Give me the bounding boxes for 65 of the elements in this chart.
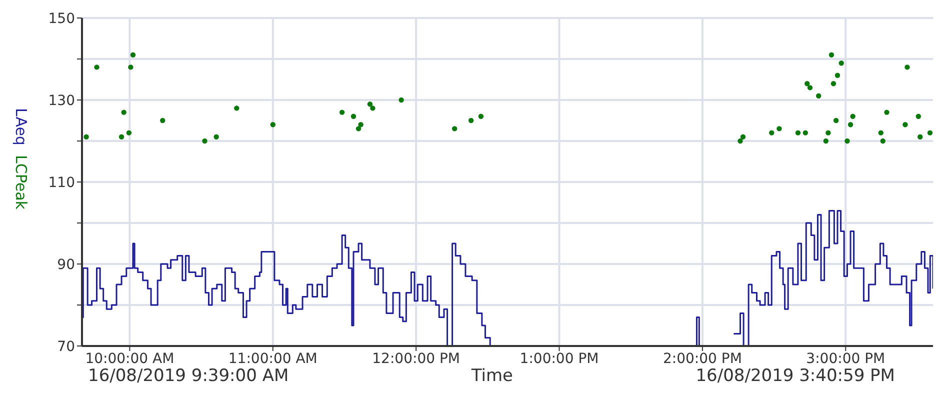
point <box>834 72 840 78</box>
point <box>130 52 136 58</box>
point <box>850 114 856 119</box>
point <box>880 138 886 144</box>
point <box>118 134 124 140</box>
point <box>826 130 831 136</box>
point <box>234 106 240 111</box>
point <box>214 134 219 140</box>
x-axis-title: Time <box>471 366 513 386</box>
point <box>126 130 132 136</box>
text: LCPeak <box>12 155 30 210</box>
y-tick-label: 130 <box>48 92 75 109</box>
point <box>358 122 364 128</box>
x-tick-label: 1:00:00 PM <box>520 350 599 367</box>
point <box>398 97 404 103</box>
point <box>804 81 810 86</box>
point <box>848 122 854 128</box>
x-tick-label: 11:00:00 AM <box>228 350 318 367</box>
point <box>738 138 743 144</box>
y-tick-label: 70 <box>57 338 75 355</box>
point <box>918 134 923 140</box>
point <box>121 110 126 115</box>
point <box>878 130 884 136</box>
point <box>84 134 89 140</box>
point <box>802 130 808 136</box>
point <box>202 138 208 144</box>
point <box>370 106 376 111</box>
point <box>468 118 474 124</box>
point <box>270 122 276 128</box>
point <box>927 130 933 136</box>
point <box>902 122 908 128</box>
point <box>833 118 839 124</box>
point <box>339 110 345 115</box>
point <box>838 60 844 66</box>
point <box>904 64 910 70</box>
point <box>356 126 362 132</box>
point <box>769 130 774 136</box>
point <box>844 138 850 144</box>
point <box>884 110 890 115</box>
y-tick-label: 150 <box>48 10 75 27</box>
text: LAeq <box>12 108 30 146</box>
x-tick-label: 3:00:00 PM <box>806 350 886 367</box>
point <box>452 126 458 132</box>
x-tick-label: 12:00:00 PM <box>372 350 460 367</box>
point <box>807 85 813 90</box>
text: 16/08/2019 3:40:59 PM <box>696 366 895 386</box>
point <box>367 102 373 107</box>
point <box>795 130 801 136</box>
x-tick-label: 2:00:00 PM <box>662 350 742 367</box>
point <box>830 81 836 86</box>
point <box>776 126 782 132</box>
point <box>828 52 834 58</box>
point <box>478 114 484 119</box>
point <box>128 64 134 70</box>
point <box>350 114 356 119</box>
x-tick-label: 10:00:00 AM <box>85 350 174 367</box>
point <box>816 93 822 98</box>
point <box>823 138 828 144</box>
point <box>740 134 746 140</box>
point <box>94 64 100 70</box>
text: 16/08/2019 9:39:00 AM <box>88 366 289 386</box>
y-tick-label: 110 <box>48 174 75 191</box>
point <box>916 114 921 119</box>
y-tick-label: 90 <box>57 256 75 273</box>
point <box>160 118 166 124</box>
